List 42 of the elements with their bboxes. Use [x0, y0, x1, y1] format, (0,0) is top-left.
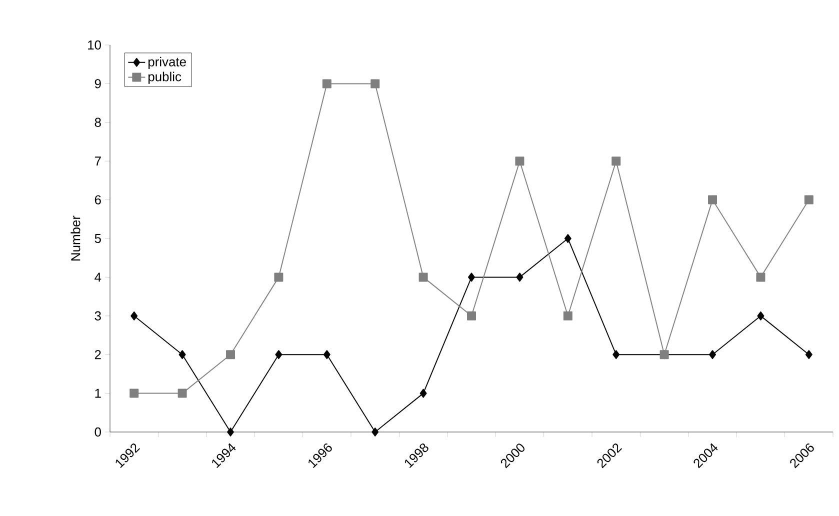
y-tick-label: 8	[94, 118, 101, 127]
point	[130, 311, 138, 320]
point	[805, 350, 812, 360]
legend-label: private	[148, 56, 186, 69]
point	[564, 234, 572, 243]
point	[226, 350, 236, 360]
point	[418, 272, 428, 282]
y-tick-label: 10	[88, 40, 101, 50]
y-tick-label: 5	[94, 234, 101, 244]
point	[322, 79, 332, 88]
point	[804, 195, 814, 204]
y-tick-label: 4	[94, 272, 102, 282]
point	[178, 350, 186, 360]
point	[563, 311, 572, 320]
point	[708, 195, 718, 204]
y-axis-title: Number	[70, 216, 80, 260]
y-tick-label: 7	[94, 156, 101, 166]
point	[370, 79, 380, 88]
y-tick-label: 1	[95, 388, 101, 398]
legend-label: public	[148, 72, 182, 84]
point	[323, 350, 330, 360]
point	[178, 388, 187, 398]
y-tick-label: 6	[94, 195, 101, 204]
point	[467, 311, 476, 320]
point	[420, 388, 427, 398]
point	[372, 428, 379, 436]
point	[756, 272, 766, 282]
point	[757, 311, 764, 320]
point	[612, 350, 620, 360]
point	[516, 272, 524, 282]
point	[274, 272, 284, 282]
point	[227, 428, 234, 436]
point	[130, 388, 139, 398]
point	[275, 350, 282, 360]
y-tick-label: 3	[94, 311, 101, 320]
y-tick-label: 0	[94, 427, 101, 437]
point	[515, 156, 524, 166]
y-tick-label: 2	[94, 350, 101, 360]
point	[612, 156, 621, 166]
point	[709, 350, 716, 360]
y-tick-label: 9	[94, 79, 101, 88]
point	[468, 272, 476, 282]
